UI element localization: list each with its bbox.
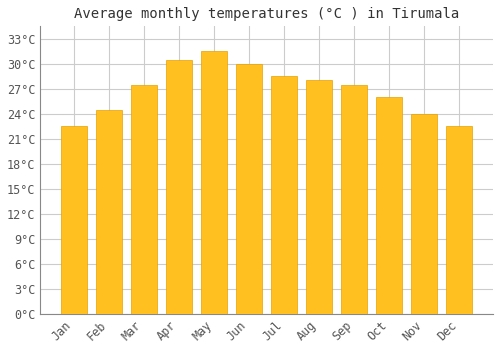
Bar (96, 110, 122, 314)
Bar (131, 85, 157, 314)
Bar (306, 80, 332, 314)
Bar (446, 126, 472, 314)
Bar (271, 76, 297, 314)
Title: Average monthly temperatures (°C ) in Tirumala: Average monthly temperatures (°C ) in Ti… (74, 7, 460, 21)
Bar (61, 126, 87, 314)
Bar (341, 85, 367, 314)
Bar (166, 60, 192, 314)
Bar (376, 97, 402, 314)
Bar (201, 51, 228, 314)
Bar (411, 114, 438, 314)
Bar (236, 64, 262, 314)
